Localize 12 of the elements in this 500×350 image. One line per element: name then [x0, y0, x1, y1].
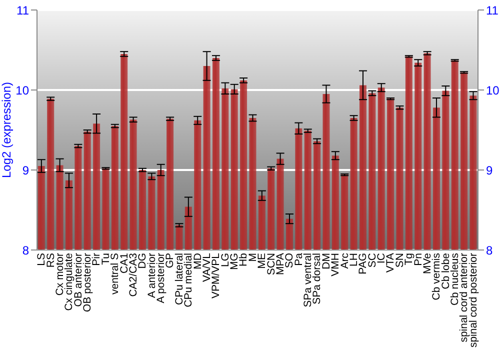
y-tick-label: 8: [22, 243, 30, 258]
y2-tick-label: 11: [486, 3, 499, 18]
y2-tick-label: 9: [486, 163, 493, 178]
y-tick-label: 10: [16, 83, 30, 98]
x-tick-label: Cb lobe: [440, 252, 452, 290]
y2-tick-label: 8: [486, 243, 493, 258]
y-axis-title: Log2 (expression): [0, 82, 14, 178]
y-tick-label: 11: [16, 3, 30, 18]
y-tick-label: 9: [22, 163, 30, 178]
y2-tick-label: 10: [486, 83, 500, 98]
x-tick-label: Tg: [403, 252, 416, 266]
x-tick-label: MVe: [421, 252, 434, 274]
